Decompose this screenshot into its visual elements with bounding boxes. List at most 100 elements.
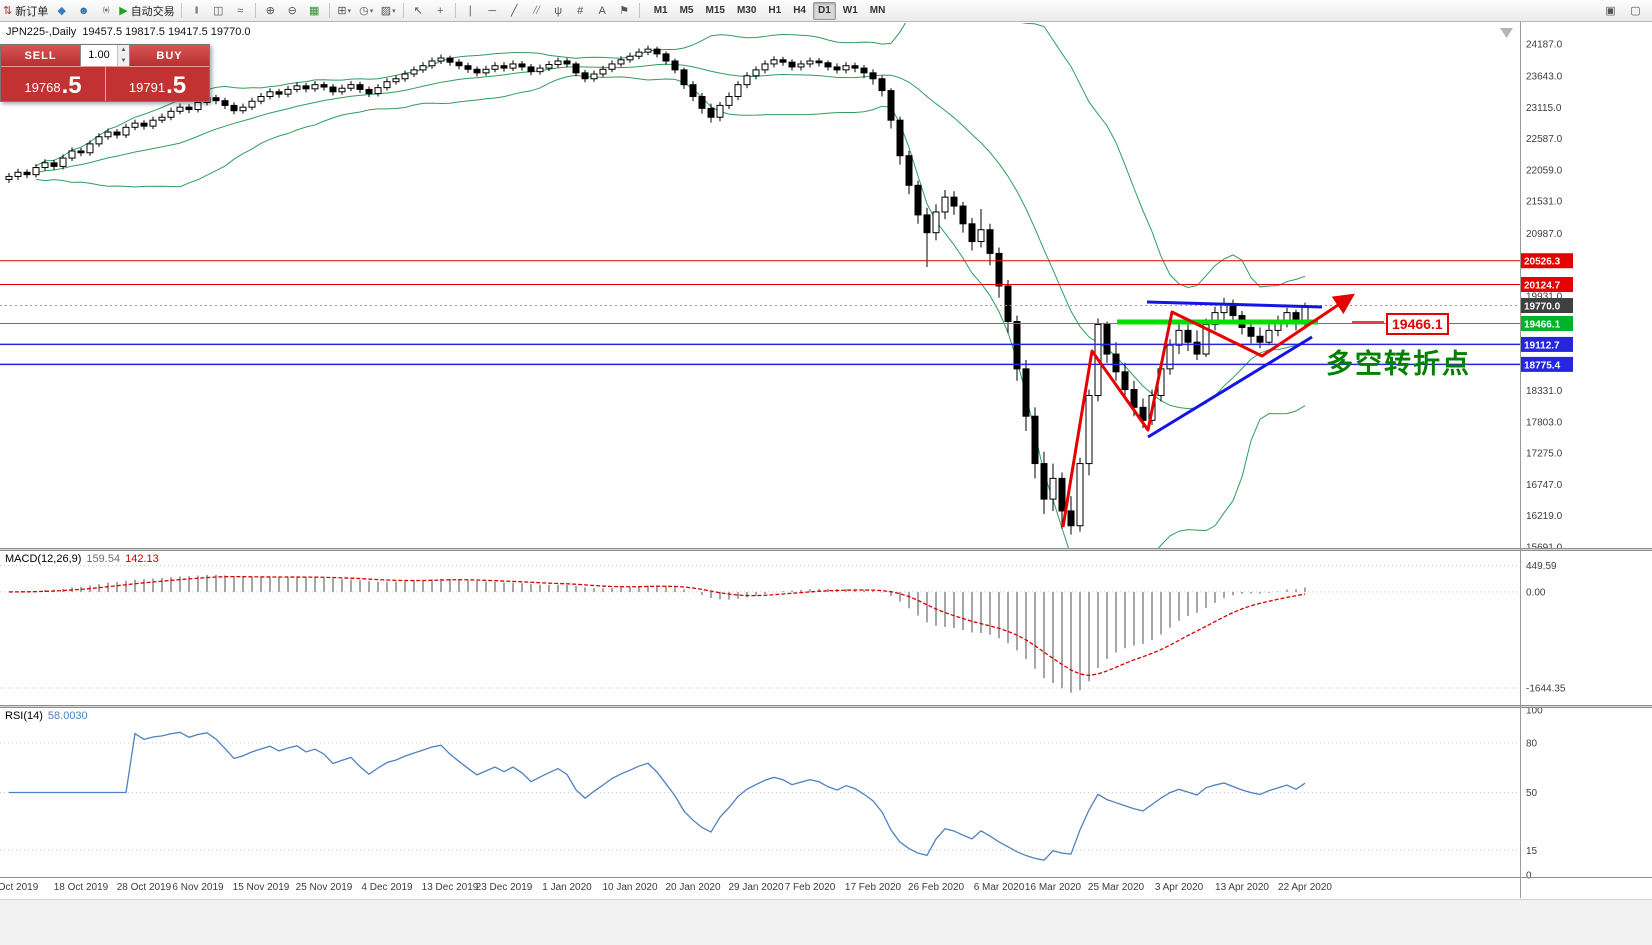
zoom-in-icon: ⊕ bbox=[265, 4, 275, 17]
timeframe-h1[interactable]: H1 bbox=[768, 4, 782, 16]
new-chart-button[interactable]: ⊞ ▾ bbox=[334, 2, 355, 20]
fibo-button[interactable]: # bbox=[570, 2, 591, 20]
volume-field[interactable]: 1.00 ▲ ▼ bbox=[80, 45, 130, 66]
timeframe-h4[interactable]: H4 bbox=[793, 4, 806, 16]
pitchfork-button[interactable]: ψ bbox=[548, 2, 569, 20]
volume-stepper[interactable]: ▲ ▼ bbox=[117, 45, 129, 66]
toolbar: ⇅ 新订单 ◆ ☻ (●) ▶ 自动交易 ||| ◫ ≈ ⊕ ⊖ ▦ ⊞ ▾ ◷ ▾ ▨ ▾ ↖ + ∣ ─ ╱ ╱╱ ψ # A ⚑ M… bbox=[0, 0, 1652, 22]
toolbar-separator bbox=[180, 3, 182, 18]
price-callout-19466[interactable]: 19466.1 bbox=[1386, 313, 1449, 335]
price-tick-label: 21531.0 bbox=[1526, 197, 1563, 208]
profile-button[interactable]: ☻ bbox=[73, 2, 94, 20]
sell-button[interactable]: SELL bbox=[1, 45, 80, 66]
price-tick-label: 18331.0 bbox=[1526, 386, 1563, 397]
macd-rsi-splitter[interactable] bbox=[0, 705, 1652, 708]
toolbar-separator bbox=[454, 3, 456, 18]
date-label: 18 Oct 2019 bbox=[54, 882, 109, 893]
sell-price[interactable]: 19768 .5 bbox=[1, 67, 105, 101]
zoom-out-button[interactable]: ⊖ bbox=[282, 2, 303, 20]
bar-chart-button[interactable]: ||| bbox=[186, 2, 207, 20]
new-order-button[interactable]: ⇅ 新订单 bbox=[1, 2, 50, 20]
rsi-line bbox=[9, 731, 1306, 861]
trendline-button[interactable]: ╱ bbox=[504, 2, 525, 20]
sell-price-main: 19768 bbox=[24, 80, 61, 95]
vline-icon: ∣ bbox=[467, 4, 473, 17]
date-label: 22 Apr 2020 bbox=[1278, 882, 1332, 893]
blue-resistance-trendline[interactable] bbox=[1146, 300, 1323, 309]
periods-button[interactable]: ◷ ▾ bbox=[356, 2, 377, 20]
timeframe-m5[interactable]: M5 bbox=[679, 4, 694, 16]
date-label: 4 Dec 2019 bbox=[361, 882, 413, 893]
toolbar-separator bbox=[254, 3, 256, 18]
chart-macd-splitter[interactable] bbox=[0, 548, 1652, 551]
window-list-icon: ▣ bbox=[1605, 4, 1616, 17]
price-tick-label: 20987.0 bbox=[1526, 229, 1563, 240]
date-label: 16 Mar 2020 bbox=[1025, 882, 1082, 893]
arrows-icon: ⚑ bbox=[619, 4, 630, 17]
price-badge bbox=[1521, 315, 1573, 331]
toolbar-right-group: ▣ ▢ bbox=[1600, 2, 1646, 20]
symbol-period-label: JPN225-,Daily bbox=[6, 26, 77, 38]
timeframe-d1[interactable]: D1 bbox=[813, 1, 836, 20]
bollinger-upper-band[interactable] bbox=[35, 0, 1306, 289]
broadcast-button[interactable]: (●) bbox=[95, 2, 116, 20]
date-label: 28 Oct 2019 bbox=[117, 882, 172, 893]
chart-shift-marker[interactable] bbox=[1500, 28, 1513, 38]
price-badge bbox=[1521, 356, 1573, 372]
macd-tick-label: 449.59 bbox=[1526, 561, 1557, 572]
channel-button[interactable]: ╱╱ bbox=[526, 2, 547, 20]
vline-button[interactable]: ∣ bbox=[460, 2, 481, 20]
date-label: 29 Jan 2020 bbox=[728, 882, 783, 893]
buy-price-fraction: .5 bbox=[166, 72, 187, 99]
blue-support-trendline[interactable] bbox=[1147, 335, 1313, 439]
tile-windows-button[interactable]: ▦ bbox=[304, 2, 325, 20]
line-chart-button[interactable]: ≈ bbox=[230, 2, 251, 20]
date-label: Oct 2019 bbox=[0, 882, 39, 893]
time-axis[interactable]: Oct 2019 18 Oct 2019 28 Oct 2019 6 Nov 2019… bbox=[0, 882, 1332, 893]
channel-icon: ╱╱ bbox=[532, 6, 541, 14]
timeframe-group: M1 M5 M15 M30 H1 H4 D1 W1 MN bbox=[648, 1, 892, 20]
crosshair-button[interactable]: + bbox=[430, 2, 451, 20]
bollinger-middle-band[interactable] bbox=[35, 63, 1306, 410]
volume-down-icon[interactable]: ▼ bbox=[118, 55, 129, 66]
zoom-out-icon: ⊖ bbox=[287, 4, 297, 17]
hline-button[interactable]: ─ bbox=[482, 2, 503, 20]
window-list-button[interactable]: ▣ bbox=[1600, 2, 1621, 20]
timeframe-mn[interactable]: MN bbox=[869, 4, 886, 16]
candle-chart-button[interactable]: ◫ bbox=[208, 2, 229, 20]
cursor-button[interactable]: ↖ bbox=[408, 2, 429, 20]
help-window-button[interactable]: ▢ bbox=[1625, 2, 1646, 20]
turning-point-note[interactable]: 多空转折点 bbox=[1326, 349, 1471, 380]
price-tick-label: 24187.0 bbox=[1526, 40, 1563, 51]
timeframe-m30[interactable]: M30 bbox=[736, 4, 757, 16]
autotrade-button[interactable]: ▶ 自动交易 bbox=[117, 2, 176, 20]
templates-button[interactable]: ▨ ▾ bbox=[378, 2, 399, 20]
text-button[interactable]: A bbox=[592, 2, 613, 20]
date-label: 6 Nov 2019 bbox=[172, 882, 224, 893]
date-label: 13 Apr 2020 bbox=[1215, 882, 1269, 893]
buy-button[interactable]: BUY bbox=[130, 45, 209, 66]
mql5-button[interactable]: ◆ bbox=[51, 2, 72, 20]
status-bar bbox=[0, 899, 1652, 945]
symbol-ohlc-label: JPN225-,Daily 19457.5 19817.5 19417.5 197… bbox=[6, 26, 251, 38]
buy-price[interactable]: 19791 .5 bbox=[105, 67, 209, 101]
toolbar-separator bbox=[328, 3, 330, 18]
rsi-tick-label: 80 bbox=[1526, 739, 1538, 750]
timeframe-m15[interactable]: M15 bbox=[705, 4, 725, 16]
price-tick-label: 17275.0 bbox=[1526, 449, 1563, 460]
timeframe-w1[interactable]: W1 bbox=[842, 4, 858, 16]
volume-value[interactable]: 1.00 bbox=[88, 49, 110, 61]
buy-price-main: 19791 bbox=[128, 80, 166, 95]
price-axis[interactable]: 24187.0 23643.0 23115.0 22587.0 22059.0 21531… bbox=[1521, 40, 1573, 554]
chart-plot-area[interactable] bbox=[0, 0, 1520, 572]
bollinger-lower-band[interactable] bbox=[35, 74, 1306, 572]
zoom-in-button[interactable]: ⊕ bbox=[260, 2, 281, 20]
timeframe-m1[interactable]: M1 bbox=[653, 4, 668, 16]
macd-name: MACD(12,26,9) bbox=[5, 553, 82, 565]
trendline-icon: ╱ bbox=[510, 4, 518, 17]
volume-up-icon[interactable]: ▲ bbox=[118, 45, 129, 56]
red-zigzag-annotation[interactable] bbox=[1061, 293, 1355, 528]
pitchfork-icon: ψ bbox=[554, 4, 563, 17]
arrows-button[interactable]: ⚑ bbox=[614, 2, 635, 20]
